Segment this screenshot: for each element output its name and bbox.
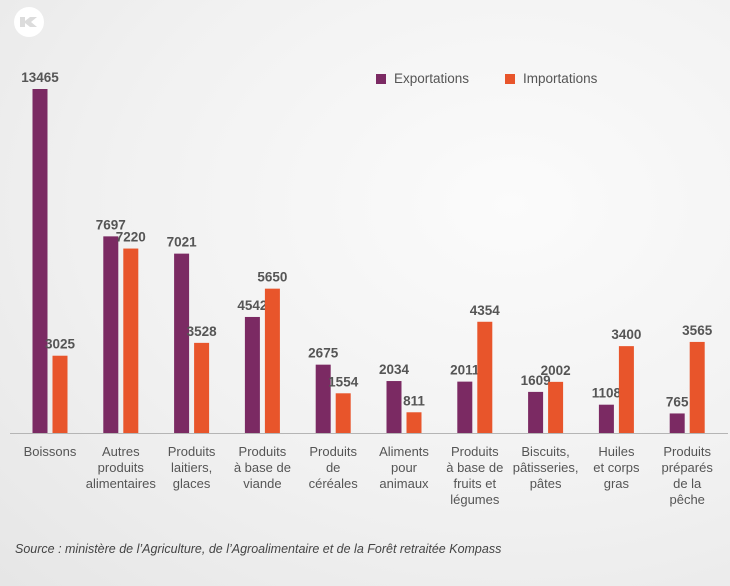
- legend-label-importations: Importations: [523, 71, 598, 86]
- bar-importations-5: [406, 412, 422, 433]
- data-label-exportations-5: 2034: [379, 362, 410, 377]
- legend-swatch-importations: [505, 73, 516, 84]
- category-label-8: Huiles et corps gras: [593, 444, 640, 491]
- data-label-exportations-2: 7021: [167, 235, 198, 250]
- chart-legend: Exportations Importations: [376, 71, 597, 86]
- category-label-9: Produits préparés de la pêche: [662, 444, 714, 507]
- bar-importations-1: [123, 248, 139, 433]
- data-label-importations-5: 811: [403, 393, 425, 408]
- category-label-5: Aliments pour animaux: [379, 444, 429, 491]
- bar-exportations-6: [457, 381, 473, 433]
- data-label-exportations-0: 13465: [21, 70, 59, 85]
- bar-importations-0: [52, 355, 68, 433]
- bar-exportations-8: [598, 404, 614, 433]
- data-label-exportations-3: 4542: [237, 298, 267, 313]
- kompass-k-logo-icon: [20, 17, 37, 27]
- legend-label-exportations: Exportations: [394, 71, 470, 86]
- data-label-exportations-4: 2675: [308, 346, 339, 361]
- data-label-importations-4: 1554: [328, 374, 359, 389]
- data-label-importations-9: 3565: [682, 323, 713, 338]
- bar-importations-4: [335, 393, 351, 433]
- data-label-importations-0: 3025: [45, 337, 76, 352]
- bar-importations-8: [618, 346, 634, 433]
- data-label-importations-7: 2002: [541, 363, 571, 378]
- bar-exportations-3: [244, 316, 260, 433]
- data-label-exportations-1: 7697: [96, 217, 126, 232]
- bar-importations-9: [689, 341, 705, 433]
- data-label-importations-6: 4354: [470, 303, 501, 318]
- legend-item-exportations: Exportations: [376, 71, 469, 86]
- category-label-2: Produits laitiers, glaces: [168, 444, 216, 491]
- bar-exportations-0: [32, 89, 48, 433]
- bar-importations-6: [477, 321, 493, 433]
- legend-item-importations: Importations: [505, 71, 597, 86]
- kompass-logo: [14, 7, 44, 37]
- bar-importations-7: [548, 381, 564, 433]
- bar-importations-3: [264, 288, 280, 433]
- data-label-exportations-9: 765: [666, 394, 689, 409]
- category-label-1: Autres produits alimentaires: [86, 444, 157, 491]
- bar-exportations-5: [386, 381, 402, 433]
- data-label-importations-3: 5650: [257, 270, 287, 285]
- category-label-7: Biscuits, pâtisseries, pâtes: [513, 444, 579, 491]
- data-label-importations-2: 3528: [187, 324, 218, 339]
- category-label-6: Produits à base de fruits et légumes: [446, 444, 503, 507]
- bar-exportations-1: [103, 236, 119, 433]
- bar-exportations-7: [528, 391, 544, 433]
- bar-importations-2: [194, 342, 210, 433]
- legend-swatch-exportations: [376, 73, 386, 84]
- data-label-exportations-8: 1108: [592, 386, 622, 401]
- category-label-4: Produits de céréales: [309, 444, 359, 491]
- data-label-exportations-6: 2011: [450, 363, 480, 378]
- data-label-importations-1: 7220: [116, 230, 146, 245]
- bar-exportations-2: [174, 253, 190, 433]
- data-label-importations-8: 3400: [611, 327, 641, 342]
- bar-exportations-4: [315, 364, 331, 433]
- data-label-exportations-7: 1609: [521, 373, 551, 388]
- category-label-0: Boissons: [24, 444, 77, 459]
- bar-exportations-9: [669, 413, 685, 433]
- source-note: Source : ministère de l’Agriculture, de …: [15, 542, 502, 556]
- category-label-3: Produits à base de viande: [234, 444, 291, 491]
